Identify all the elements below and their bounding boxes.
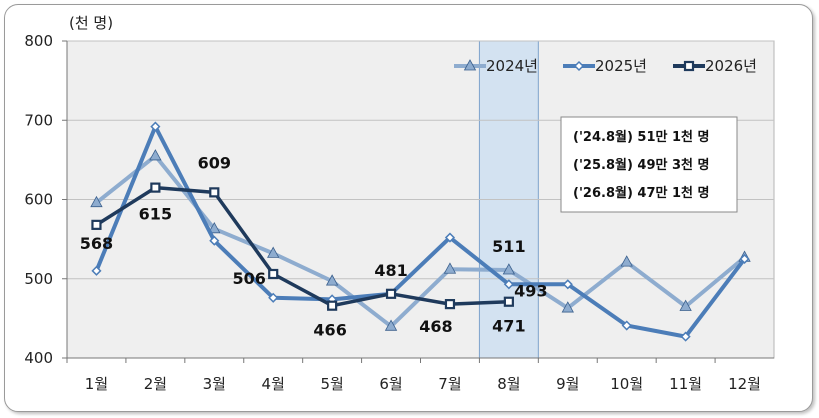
data-point xyxy=(325,274,339,286)
x-tick-label: 6월 xyxy=(379,375,402,393)
legend-label: 2024년 xyxy=(486,57,538,75)
data-point xyxy=(209,187,220,198)
data-point xyxy=(739,253,750,264)
series-line-2025년 xyxy=(94,124,747,339)
data-point xyxy=(561,301,574,313)
legend-marker xyxy=(683,60,695,72)
x-tick-label: 12월 xyxy=(728,375,761,393)
data-point xyxy=(384,319,398,331)
legend-marker xyxy=(463,59,477,71)
x-tick-label: 5월 xyxy=(320,375,343,393)
legend-label: 2025년 xyxy=(595,57,647,75)
y-tick-label: 800 xyxy=(24,32,53,50)
y-tick-label: 400 xyxy=(24,349,53,367)
data-point xyxy=(150,182,161,193)
x-tick-label: 8월 xyxy=(497,375,520,393)
data-point xyxy=(209,235,220,246)
data-point xyxy=(150,121,161,132)
data-point xyxy=(562,279,573,290)
data-label: 468 xyxy=(419,317,452,336)
data-point xyxy=(444,232,456,243)
data-point xyxy=(503,279,514,290)
data-label: 511 xyxy=(492,237,525,256)
y-tick-label: 600 xyxy=(24,191,53,209)
data-point xyxy=(444,299,456,310)
annotation-line: ('24.8월) 51만 1천 명 xyxy=(573,129,710,145)
chart-frame: 400 500 600 700 800 (천 명) 1월 2월 3월 4월 5월 6월 7월 8월 9월 10… xyxy=(4,4,813,412)
data-point xyxy=(621,320,632,331)
data-point xyxy=(443,262,457,274)
data-point xyxy=(90,195,103,208)
data-point xyxy=(327,300,338,311)
x-tick-label: 1월 xyxy=(85,375,108,393)
data-point xyxy=(91,219,102,230)
legend-label: 2026년 xyxy=(705,57,757,75)
x-tick-label: 9월 xyxy=(556,375,579,393)
data-label: 609 xyxy=(198,153,231,172)
data-label: 568 xyxy=(80,234,113,253)
data-label: 466 xyxy=(313,321,346,340)
data-point xyxy=(679,299,692,311)
data-label: 493 xyxy=(514,281,547,300)
x-tick-label: 11월 xyxy=(669,375,702,393)
x-tick-label: 10월 xyxy=(610,375,643,393)
data-point xyxy=(91,265,102,276)
annotation-line: ('25.8월) 49만 3천 명 xyxy=(573,157,710,173)
data-point xyxy=(268,292,279,303)
x-tick-label: 2월 xyxy=(144,375,167,393)
x-tick-label: 4월 xyxy=(262,375,285,393)
data-label: 615 xyxy=(139,205,172,224)
data-point xyxy=(267,246,280,258)
x-tick-label: 7월 xyxy=(438,375,461,393)
series-line-2026년 xyxy=(94,185,511,308)
y-tick-label: 700 xyxy=(24,111,53,129)
data-label: 506 xyxy=(233,269,266,288)
y-tick-label: 500 xyxy=(24,270,53,288)
legend-marker xyxy=(573,60,585,72)
annotation-line: ('26.8월) 47만 1천 명 xyxy=(573,185,710,201)
data-point xyxy=(680,331,691,342)
data-label: 471 xyxy=(492,317,525,336)
data-point xyxy=(502,263,516,275)
data-point xyxy=(268,268,279,280)
line-chart: 400 500 600 700 800 (천 명) 1월 2월 3월 4월 5월 6월 7월 8월 9월 10… xyxy=(24,14,775,393)
data-point xyxy=(503,296,514,307)
data-point xyxy=(620,255,633,267)
y-unit-label: (천 명) xyxy=(69,14,113,32)
x-tick-label: 3월 xyxy=(203,375,226,393)
annotation-box xyxy=(560,116,738,213)
data-label: 481 xyxy=(374,261,407,280)
data-point xyxy=(208,221,221,234)
data-point xyxy=(149,149,162,161)
data-point xyxy=(385,288,397,299)
